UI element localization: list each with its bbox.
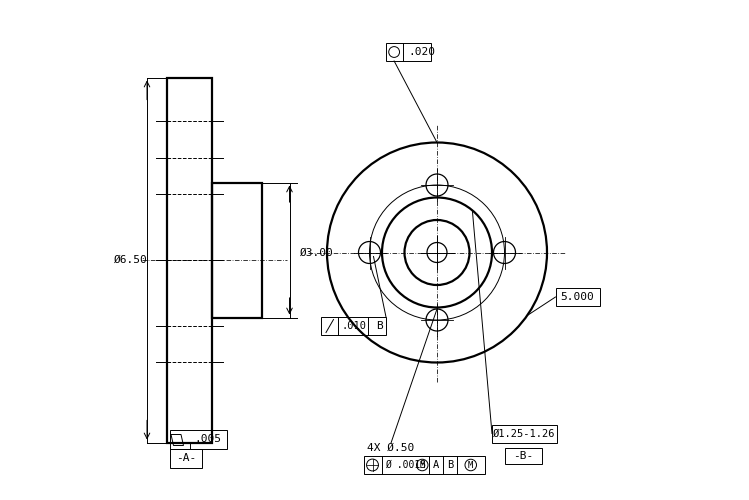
- Bar: [167, 78, 212, 442]
- Text: A: A: [433, 460, 439, 470]
- Text: M: M: [419, 460, 425, 469]
- Text: M: M: [468, 460, 473, 469]
- Text: Ø .0015: Ø .0015: [385, 460, 426, 470]
- Text: .005: .005: [194, 434, 221, 444]
- Bar: [321, 317, 386, 335]
- Text: -B-: -B-: [513, 451, 533, 461]
- Text: 5.000: 5.000: [560, 292, 595, 302]
- Bar: [386, 43, 431, 61]
- Bar: [492, 424, 557, 442]
- Bar: [212, 182, 262, 318]
- Bar: [505, 448, 542, 464]
- Bar: [169, 430, 227, 448]
- Text: Ø3.00: Ø3.00: [300, 248, 334, 258]
- Text: 4X Ø.50: 4X Ø.50: [367, 443, 415, 453]
- Text: -A-: -A-: [175, 453, 196, 463]
- Text: .010: .010: [341, 321, 366, 331]
- Text: B: B: [447, 460, 453, 470]
- Bar: [363, 456, 485, 474]
- Text: B: B: [376, 321, 383, 331]
- Bar: [556, 288, 599, 306]
- Text: Ø6.50: Ø6.50: [114, 255, 148, 265]
- Bar: [169, 448, 202, 468]
- Text: .020: .020: [408, 47, 435, 57]
- Text: Ø1.25-1.26: Ø1.25-1.26: [494, 428, 556, 438]
